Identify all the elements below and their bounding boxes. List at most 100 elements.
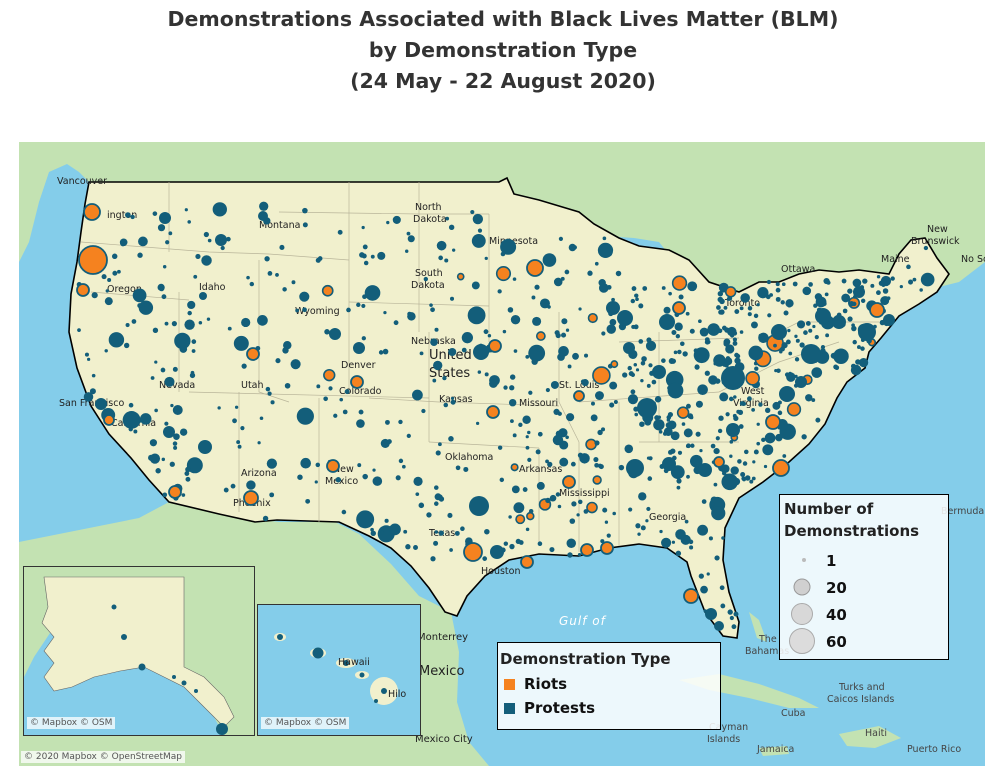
protest-marker[interactable]: [275, 273, 279, 277]
protest-marker[interactable]: [717, 428, 723, 434]
riot-marker[interactable]: [103, 414, 115, 426]
hawaii-inset[interactable]: Hawaii Hilo © Mapbox © OSM: [257, 604, 421, 736]
protest-marker[interactable]: [137, 303, 143, 309]
protest-marker[interactable]: [630, 389, 636, 395]
protest-marker[interactable]: [198, 440, 212, 454]
protest-marker[interactable]: [527, 457, 532, 462]
protest-marker[interactable]: [203, 231, 209, 238]
protest-marker[interactable]: [510, 419, 514, 424]
protest-marker[interactable]: [168, 231, 173, 236]
protest-marker[interactable]: [708, 536, 713, 541]
protest-marker[interactable]: [339, 397, 344, 402]
protest-marker[interactable]: [217, 406, 221, 410]
protest-marker[interactable]: [751, 408, 755, 412]
protest-marker[interactable]: [912, 277, 917, 282]
protest-marker[interactable]: [824, 292, 829, 297]
protest-marker[interactable]: [161, 294, 167, 300]
protest-marker[interactable]: [455, 465, 461, 471]
protest-marker[interactable]: [591, 401, 595, 406]
protest-marker[interactable]: [719, 585, 725, 591]
riot-marker[interactable]: [243, 490, 259, 506]
protest-marker[interactable]: [393, 320, 399, 326]
protest-marker[interactable]: [780, 346, 785, 352]
protest-marker[interactable]: [739, 401, 745, 406]
protest-marker[interactable]: [502, 329, 507, 334]
protest-marker[interactable]: [729, 454, 733, 458]
protest-marker[interactable]: [855, 359, 861, 365]
protest-marker[interactable]: [739, 306, 744, 311]
protest-marker[interactable]: [508, 515, 512, 519]
protest-marker[interactable]: [212, 202, 227, 217]
protest-marker[interactable]: [858, 357, 869, 368]
protest-marker[interactable]: [883, 314, 895, 326]
riot-marker[interactable]: [495, 265, 512, 282]
protest-marker[interactable]: [267, 271, 273, 276]
protest-marker[interactable]: [775, 282, 780, 287]
protest-marker[interactable]: [642, 286, 648, 291]
protest-marker[interactable]: [370, 254, 375, 259]
protest-marker[interactable]: [566, 413, 575, 422]
protest-marker[interactable]: [433, 360, 443, 371]
protest-marker[interactable]: [383, 311, 387, 315]
protest-marker[interactable]: [671, 540, 676, 544]
protest-marker[interactable]: [719, 298, 725, 305]
protest-marker[interactable]: [730, 466, 739, 475]
protest-marker[interactable]: [765, 294, 771, 300]
protest-marker[interactable]: [742, 477, 746, 482]
riot-marker[interactable]: [526, 259, 544, 277]
protest-marker[interactable]: [447, 512, 453, 519]
protest-marker[interactable]: [637, 398, 657, 418]
protest-marker[interactable]: [833, 348, 849, 365]
protest-marker[interactable]: [108, 332, 125, 348]
protest-marker[interactable]: [635, 297, 639, 302]
protest-marker[interactable]: [489, 379, 498, 388]
protest-marker[interactable]: [259, 416, 264, 421]
protest-marker[interactable]: [380, 530, 385, 535]
protest-marker[interactable]: [316, 384, 321, 389]
protest-marker[interactable]: [852, 278, 862, 288]
protest-marker[interactable]: [114, 340, 119, 345]
protest-marker[interactable]: [714, 555, 720, 561]
protest-marker[interactable]: [638, 339, 644, 344]
protest-marker[interactable]: [463, 466, 469, 472]
protest-marker[interactable]: [405, 249, 409, 253]
protest-marker[interactable]: [131, 319, 137, 324]
protest-marker[interactable]: [719, 309, 725, 315]
protest-marker[interactable]: [764, 432, 776, 444]
protest-marker[interactable]: [733, 395, 737, 399]
riot-marker[interactable]: [573, 390, 585, 402]
protest-marker[interactable]: [698, 573, 704, 579]
protest-marker[interactable]: [890, 276, 895, 281]
protest-marker[interactable]: [663, 427, 673, 436]
protest-marker[interactable]: [590, 414, 598, 422]
protest-marker[interactable]: [528, 390, 533, 395]
protest-marker[interactable]: [497, 289, 502, 294]
riot-marker[interactable]: [168, 485, 182, 499]
protest-marker[interactable]: [899, 284, 903, 289]
protest-marker[interactable]: [342, 409, 348, 415]
protest-marker[interactable]: [226, 236, 231, 242]
protest-marker[interactable]: [732, 413, 737, 418]
protest-marker[interactable]: [594, 462, 599, 468]
riot-marker[interactable]: [520, 555, 534, 569]
protest-marker[interactable]: [154, 360, 158, 364]
protest-marker[interactable]: [676, 485, 681, 490]
protest-marker[interactable]: [613, 399, 618, 404]
protest-marker[interactable]: [184, 471, 190, 476]
protest-marker[interactable]: [353, 342, 365, 354]
protest-marker[interactable]: [841, 278, 847, 284]
protest-marker[interactable]: [270, 400, 275, 405]
protest-marker[interactable]: [545, 387, 550, 393]
protest-marker[interactable]: [152, 327, 159, 333]
protest-marker[interactable]: [687, 281, 698, 292]
protest-marker[interactable]: [606, 324, 616, 334]
riot-marker[interactable]: [510, 463, 519, 472]
protest-marker[interactable]: [137, 252, 143, 258]
protest-marker[interactable]: [264, 256, 270, 262]
protest-marker[interactable]: [284, 382, 291, 389]
protest-marker[interactable]: [509, 374, 516, 380]
riot-marker[interactable]: [592, 366, 611, 385]
protest-marker[interactable]: [766, 279, 772, 285]
protest-marker[interactable]: [670, 448, 676, 454]
protest-marker[interactable]: [744, 475, 751, 481]
